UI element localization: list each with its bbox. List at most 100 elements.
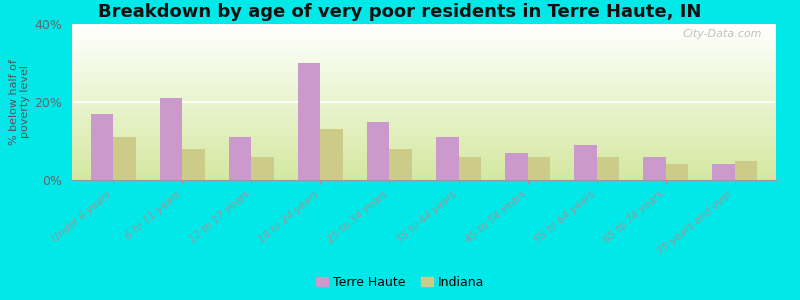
Bar: [72, 71, 776, 72]
Bar: [72, 166, 776, 167]
Bar: [72, 144, 776, 145]
Bar: [72, 132, 776, 133]
Bar: [72, 92, 776, 93]
Bar: [72, 120, 776, 121]
Bar: [72, 78, 776, 79]
Bar: [72, 123, 776, 124]
Bar: [72, 171, 776, 172]
Bar: [72, 163, 776, 164]
Bar: [72, 53, 776, 54]
Bar: [72, 60, 776, 61]
Bar: [72, 158, 776, 159]
Bar: [72, 147, 776, 148]
Bar: [72, 70, 776, 71]
Bar: [72, 61, 776, 62]
Bar: [72, 29, 776, 30]
Bar: [72, 110, 776, 111]
Bar: [72, 107, 776, 108]
Bar: [72, 73, 776, 74]
Bar: [72, 113, 776, 114]
Bar: [72, 93, 776, 94]
Bar: [72, 81, 776, 82]
Bar: [72, 100, 776, 101]
Bar: [642, 157, 666, 180]
Bar: [72, 150, 776, 151]
Bar: [72, 111, 776, 112]
Bar: [182, 149, 206, 180]
Bar: [72, 62, 776, 63]
Bar: [72, 160, 776, 161]
Bar: [72, 174, 776, 175]
Bar: [72, 125, 776, 126]
Bar: [72, 32, 776, 33]
Bar: [72, 145, 776, 146]
Bar: [72, 36, 776, 37]
Bar: [72, 161, 776, 162]
Bar: [72, 37, 776, 38]
Bar: [72, 51, 776, 52]
Bar: [72, 154, 776, 155]
Bar: [72, 65, 776, 66]
Bar: [72, 98, 776, 99]
Bar: [72, 55, 776, 56]
Bar: [298, 63, 321, 180]
Bar: [72, 88, 776, 89]
Bar: [72, 80, 776, 81]
Bar: [72, 118, 776, 119]
Bar: [90, 114, 114, 180]
Bar: [72, 82, 776, 83]
Bar: [72, 142, 776, 143]
Bar: [72, 115, 776, 116]
Bar: [72, 68, 776, 69]
Bar: [72, 135, 776, 136]
Bar: [72, 141, 776, 142]
Bar: [72, 49, 776, 50]
Bar: [72, 108, 776, 109]
Bar: [72, 72, 776, 73]
Bar: [72, 131, 776, 132]
Bar: [251, 157, 274, 180]
Bar: [72, 54, 776, 55]
Bar: [72, 162, 776, 163]
Bar: [72, 143, 776, 144]
Bar: [72, 94, 776, 95]
Bar: [229, 137, 251, 180]
Bar: [72, 95, 776, 96]
Text: City-Data.com: City-Data.com: [682, 29, 762, 39]
Bar: [72, 27, 776, 28]
Bar: [72, 112, 776, 113]
Bar: [505, 153, 527, 180]
Bar: [72, 139, 776, 140]
Bar: [72, 105, 776, 106]
Bar: [72, 179, 776, 180]
Bar: [72, 140, 776, 141]
Bar: [72, 128, 776, 129]
Bar: [72, 101, 776, 102]
Bar: [72, 103, 776, 104]
Bar: [72, 137, 776, 138]
Bar: [72, 130, 776, 131]
Bar: [72, 90, 776, 91]
Bar: [72, 89, 776, 90]
Bar: [712, 164, 734, 180]
Bar: [436, 137, 458, 180]
Bar: [72, 169, 776, 170]
Bar: [72, 25, 776, 26]
Bar: [72, 30, 776, 31]
Bar: [72, 91, 776, 92]
Bar: [72, 63, 776, 64]
Bar: [72, 173, 776, 174]
Bar: [666, 164, 688, 180]
Bar: [72, 129, 776, 130]
Bar: [72, 167, 776, 168]
Bar: [72, 148, 776, 149]
Legend: Terre Haute, Indiana: Terre Haute, Indiana: [310, 271, 490, 294]
Bar: [72, 66, 776, 67]
Bar: [72, 74, 776, 75]
Bar: [597, 157, 619, 180]
Bar: [72, 87, 776, 88]
Bar: [72, 35, 776, 36]
Bar: [72, 79, 776, 80]
Bar: [72, 31, 776, 32]
Bar: [72, 124, 776, 125]
